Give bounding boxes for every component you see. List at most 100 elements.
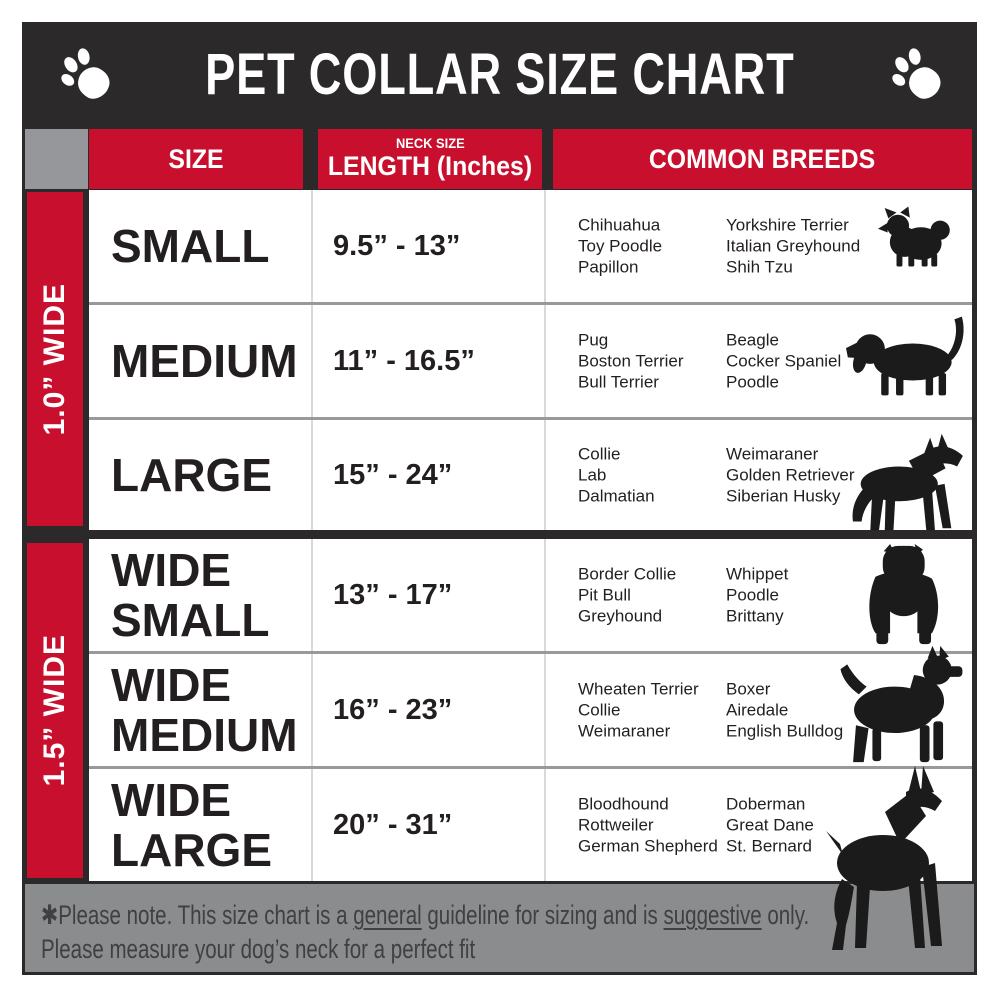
breed-item: Doberman xyxy=(726,794,806,814)
breeds-cell: Collie Lab Dalmatian Weimaraner Golden R… xyxy=(544,420,972,530)
width-group-1-5-wide: 1.5” WIDE xyxy=(27,543,83,878)
footnote-line-2: Please measure your dog’s neck for a per… xyxy=(41,934,475,965)
breed-item: Rottweiler xyxy=(578,815,654,835)
breed-list: Whippet Poodle Brittany xyxy=(726,564,788,627)
size-label: WIDE LARGE xyxy=(111,774,272,876)
length-value: 11” - 16.5” xyxy=(333,344,475,377)
breed-item: Collie xyxy=(578,700,621,720)
breed-item: Chihuahua xyxy=(578,215,661,235)
breed-item: Dalmatian xyxy=(578,486,655,506)
breed-item: Bull Terrier xyxy=(578,372,659,392)
breed-item: Golden Retriever xyxy=(726,465,855,485)
table-row-small: SMALL 9.5” - 13” Chihuahua Toy Poodle Pa… xyxy=(89,190,972,302)
footnote-underlined-word: suggestive xyxy=(663,900,762,930)
footnote-text: only. xyxy=(761,900,810,930)
pomeranian-silhouette-icon xyxy=(878,206,952,270)
breed-item: English Bulldog xyxy=(726,721,844,741)
size-cell: WIDE MEDIUM xyxy=(89,654,311,766)
breeds-cell: Chihuahua Toy Poodle Papillon Yorkshire … xyxy=(544,190,972,302)
width-group-1-0-wide: 1.0” WIDE xyxy=(27,192,83,526)
length-cell: 11” - 16.5” xyxy=(311,305,544,417)
length-cell: 16” - 23” xyxy=(311,654,544,766)
bulldog-silhouette-icon xyxy=(860,544,952,646)
size-label: SMALL xyxy=(111,220,270,272)
breed-item: Greyhound xyxy=(578,606,663,626)
divider xyxy=(89,766,972,769)
breed-item: Toy Poodle xyxy=(578,236,663,256)
width-group-label: 1.5” WIDE xyxy=(38,634,71,787)
breed-item: Wheaten Terrier xyxy=(578,679,699,699)
breed-list: Border Collie Pit Bull Greyhound xyxy=(578,564,676,627)
doberman-silhouette-icon xyxy=(808,766,960,966)
width-group-label: 1.0” WIDE xyxy=(38,282,71,436)
breeds-cell: Pug Boston Terrier Bull Terrier Beagle C… xyxy=(544,305,972,417)
chart-frame: PET COLLAR SIZE CHART SIZE NECK SIZE LEN… xyxy=(22,22,977,975)
breed-item: Beagle xyxy=(726,330,779,350)
size-cell: WIDE LARGE xyxy=(89,769,311,881)
table-row-wide-small: WIDE SMALL 13” - 17” Border Collie Pit B… xyxy=(89,539,972,651)
footnote-text: guideline for sizing and is xyxy=(421,900,664,930)
column-header-size-label: SIZE xyxy=(168,143,224,174)
breed-item: Weimaraner xyxy=(578,721,671,741)
length-value: 13” - 17” xyxy=(333,578,453,611)
breed-item: Siberian Husky xyxy=(726,486,841,506)
column-header-size: SIZE xyxy=(89,129,303,189)
breed-item: Great Dane xyxy=(726,815,814,835)
breed-list: Collie Lab Dalmatian xyxy=(578,444,655,507)
length-cell: 20” - 31” xyxy=(311,769,544,881)
breed-list: Beagle Cocker Spaniel Poodle xyxy=(726,330,841,393)
divider xyxy=(311,305,313,417)
title-band: PET COLLAR SIZE CHART xyxy=(22,22,977,127)
size-label: MEDIUM xyxy=(111,335,298,387)
breed-item: Boxer xyxy=(726,679,771,699)
footnote-text: Please measure your dog’s neck for a per… xyxy=(41,934,476,964)
column-header-breeds: COMMON BREEDS xyxy=(553,129,972,189)
size-label: WIDE MEDIUM xyxy=(111,659,298,761)
breed-item: Border Collie xyxy=(578,564,677,584)
shepherd-silhouette-icon xyxy=(842,426,970,534)
divider xyxy=(544,654,546,766)
corner-spacer xyxy=(25,129,88,189)
beagle-silhouette-icon xyxy=(844,312,974,400)
size-cell: MEDIUM xyxy=(89,305,311,417)
table-row-wide-large: WIDE LARGE 20” - 31” Bloodhound Rottweil… xyxy=(89,769,972,881)
breed-item: Boston Terrier xyxy=(578,351,684,371)
breed-list: Chihuahua Toy Poodle Papillon xyxy=(578,215,662,278)
divider xyxy=(311,420,313,530)
column-header-neck-main-label: LENGTH (Inches) xyxy=(327,151,533,181)
breeds-cell: Border Collie Pit Bull Greyhound Whippet… xyxy=(544,539,972,651)
size-cell: LARGE xyxy=(89,420,311,530)
column-header-neck-length: NECK SIZE LENGTH (Inches) xyxy=(318,129,542,189)
breed-item: Shih Tzu xyxy=(726,257,793,277)
length-value: 16” - 23” xyxy=(333,693,453,726)
breeds-cell: Wheaten Terrier Collie Weimaraner Boxer … xyxy=(544,654,972,766)
length-value: 15” - 24” xyxy=(333,458,453,491)
length-cell: 9.5” - 13” xyxy=(311,190,544,302)
paw-print-icon xyxy=(885,44,949,108)
divider xyxy=(544,769,546,881)
breed-item: Whippet xyxy=(726,564,789,584)
breed-item: Brittany xyxy=(726,606,784,626)
divider xyxy=(89,651,972,654)
footnote-line-1: ✱Please note. This size chart is a gener… xyxy=(41,900,809,931)
column-header-neck-sub-label: NECK SIZE xyxy=(395,135,465,151)
breed-list: Wheaten Terrier Collie Weimaraner xyxy=(578,679,699,742)
footnote-text: ✱Please note. This size chart is a xyxy=(41,900,354,930)
breed-item: Airedale xyxy=(726,700,789,720)
column-header-breeds-label: COMMON BREEDS xyxy=(649,143,876,174)
divider xyxy=(544,305,546,417)
divider xyxy=(311,190,313,302)
breed-item: Yorkshire Terrier xyxy=(726,215,849,235)
breeds-cell: Bloodhound Rottweiler German Shepherd Do… xyxy=(544,769,972,881)
breed-item: Collie xyxy=(578,444,621,464)
breed-item: Poodle xyxy=(726,585,779,605)
breed-item: Weimaraner xyxy=(726,444,819,464)
breed-item: St. Bernard xyxy=(726,836,812,856)
table-row-wide-medium: WIDE MEDIUM 16” - 23” Wheaten Terrier Co… xyxy=(89,654,972,766)
length-cell: 15” - 24” xyxy=(311,420,544,530)
breed-list: Weimaraner Golden Retriever Siberian Hus… xyxy=(726,444,855,507)
size-cell: WIDE SMALL xyxy=(89,539,311,651)
divider xyxy=(544,420,546,530)
length-value: 20” - 31” xyxy=(333,808,453,841)
